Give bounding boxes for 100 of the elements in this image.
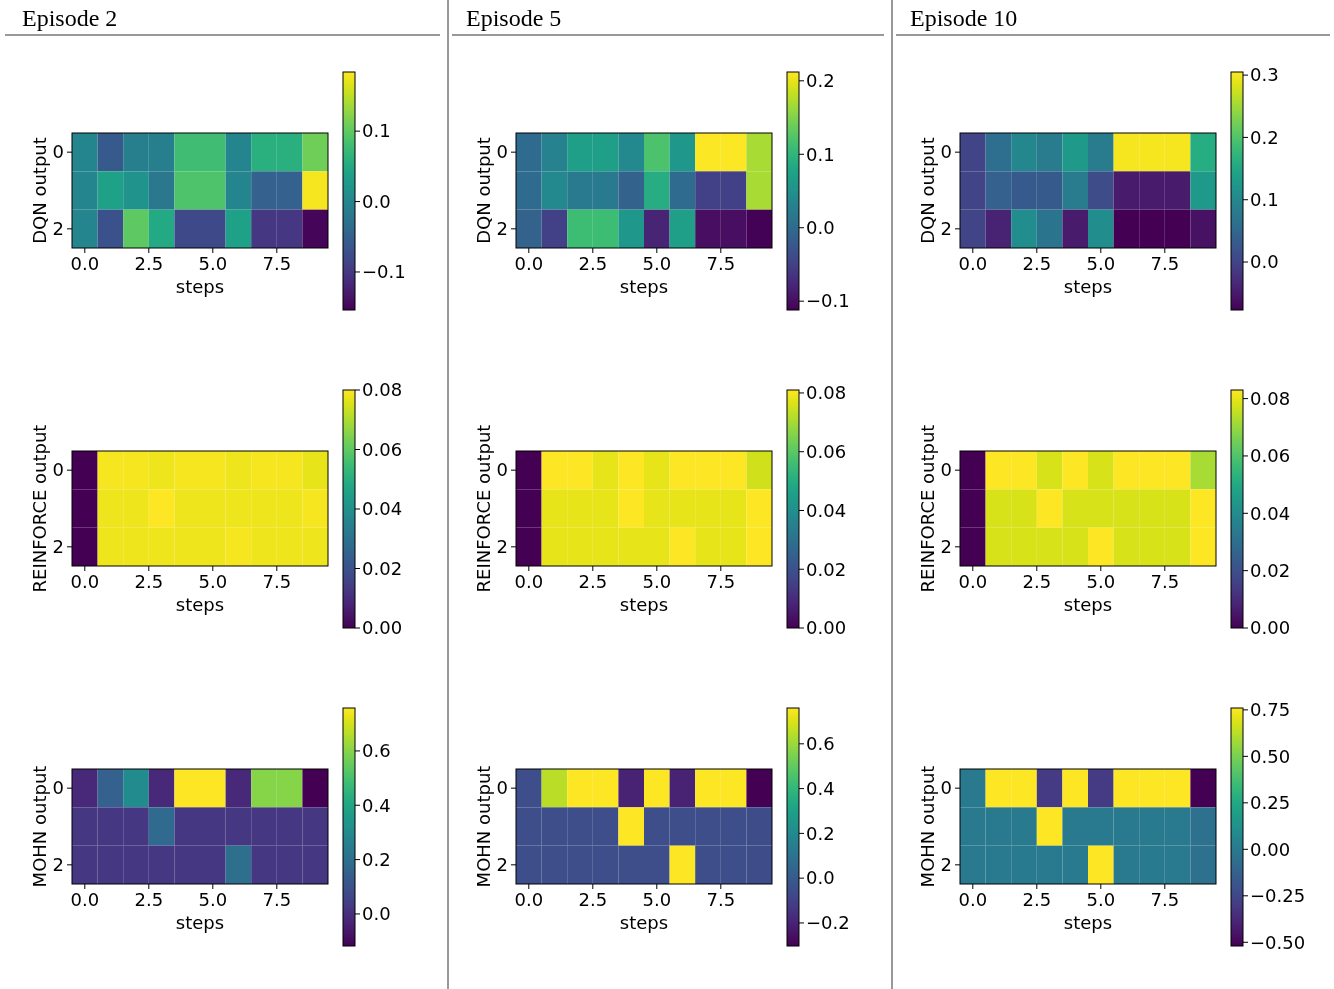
y-tick-label: 2	[940, 854, 952, 876]
color-bar-label: 0.1	[1250, 189, 1279, 211]
color-bar-label: 0.06	[362, 438, 403, 460]
color-bar-label: 0.2	[806, 70, 835, 92]
y-axis-title: REINFORCE output	[29, 424, 50, 593]
color-bar-label: −0.50	[1250, 931, 1306, 953]
y-tick-label: 0	[52, 459, 64, 481]
y-tick-label: 2	[52, 218, 64, 240]
x-tick-label: 2.5	[578, 253, 608, 274]
y-axis-title: DQN output	[29, 137, 50, 244]
x-axis-title: steps	[175, 594, 225, 615]
x-tick-label: 2.5	[1022, 253, 1052, 274]
color-bar-label: 0.6	[362, 740, 391, 762]
x-tick-label: 7.5	[706, 889, 736, 910]
x-axis-title: steps	[175, 912, 225, 933]
x-axis-title: steps	[175, 276, 225, 297]
y-tick-label: 2	[496, 854, 508, 876]
x-tick-label: 0.0	[514, 571, 544, 592]
color-bar-label: 0.75	[1250, 699, 1291, 721]
color-bar-label: 0.4	[362, 794, 391, 816]
y-axis-title: MOHN output	[917, 765, 938, 888]
y-axis-title: MOHN output	[473, 765, 494, 888]
y-tick-label: 2	[496, 218, 508, 240]
color-bar-label: 0.00	[1250, 617, 1291, 639]
color-bar-label: 0.0	[806, 867, 835, 889]
color-bar-label: 0.02	[362, 557, 403, 579]
x-tick-label: 0.0	[514, 889, 544, 910]
y-axis-title: REINFORCE output	[917, 424, 938, 593]
color-bar-label: 0.0	[806, 217, 835, 239]
color-bar-label: 0.02	[806, 558, 847, 580]
x-tick-label: 5.0	[642, 253, 672, 274]
x-tick-label: 2.5	[578, 571, 608, 592]
color-bar-label: 0.00	[362, 617, 403, 639]
x-axis-title: steps	[619, 594, 669, 615]
x-tick-label: 7.5	[1150, 253, 1180, 274]
x-tick-label: 0.0	[958, 253, 988, 274]
x-axis-title: steps	[1063, 912, 1113, 933]
x-tick-label: 7.5	[706, 253, 736, 274]
x-tick-label: 0.0	[514, 253, 544, 274]
x-tick-label: 5.0	[1086, 889, 1116, 910]
x-tick-label: 2.5	[134, 889, 164, 910]
x-tick-label: 5.0	[642, 889, 672, 910]
x-tick-label: 7.5	[262, 253, 292, 274]
y-tick-label: 2	[940, 536, 952, 558]
x-tick-label: 7.5	[262, 571, 292, 592]
x-tick-label: 0.0	[958, 889, 988, 910]
y-axis-title: DQN output	[473, 137, 494, 244]
x-tick-label: 0.0	[958, 571, 988, 592]
color-bar-label: 0.08	[362, 379, 403, 401]
x-axis-title: steps	[1063, 276, 1113, 297]
y-tick-label: 2	[52, 536, 64, 558]
y-tick-label: 0	[52, 141, 64, 163]
color-bar-label: 0.3	[1250, 64, 1279, 86]
chart-title: Episode 2	[22, 5, 118, 31]
color-bar-label: −0.2	[806, 912, 850, 934]
color-bar-label: 0.0	[362, 903, 391, 925]
x-tick-label: 0.0	[70, 571, 100, 592]
color-bar-label: 0.4	[806, 777, 835, 799]
x-tick-label: 5.0	[198, 253, 228, 274]
x-tick-label: 5.0	[198, 571, 228, 592]
y-tick-label: 2	[496, 536, 508, 558]
y-tick-label: 0	[496, 777, 508, 799]
chart-title: Episode 5	[466, 5, 562, 31]
color-bar-label: 0.00	[1250, 838, 1291, 860]
x-tick-label: 2.5	[1022, 889, 1052, 910]
x-tick-label: 2.5	[1022, 571, 1052, 592]
color-bar-label: 0.06	[806, 441, 847, 462]
chart-title: Episode 10	[910, 5, 1018, 31]
color-bar-label: 0.25	[1250, 792, 1291, 814]
x-tick-label: 5.0	[1086, 253, 1116, 274]
color-bar-label: 0.02	[1250, 559, 1291, 581]
x-tick-label: 5.0	[198, 889, 228, 910]
y-tick-label: 0	[496, 141, 508, 163]
color-bar-label: 0.06	[1250, 445, 1291, 467]
y-tick-label: 0	[52, 777, 64, 799]
x-tick-label: 7.5	[1150, 889, 1180, 910]
y-tick-label: 0	[940, 141, 952, 163]
x-tick-label: 7.5	[262, 889, 292, 910]
x-tick-label: 5.0	[642, 571, 672, 592]
y-axis-title: DQN output	[917, 137, 938, 244]
x-axis-title: steps	[619, 276, 669, 297]
y-axis-title: REINFORCE output	[473, 424, 494, 593]
color-bar-label: 0.6	[806, 733, 835, 755]
x-tick-label: 2.5	[134, 253, 164, 274]
y-tick-label: 2	[940, 218, 952, 240]
color-bar-label: 0.04	[1250, 502, 1291, 524]
color-bar-label: 0.2	[1250, 126, 1279, 148]
color-bar-label: 0.04	[362, 498, 403, 520]
color-bar-label: 0.1	[362, 120, 391, 142]
x-tick-label: 7.5	[1150, 571, 1180, 592]
x-tick-label: 7.5	[706, 571, 736, 592]
x-tick-label: 2.5	[134, 571, 164, 592]
color-bar-label: 0.00	[806, 617, 847, 639]
y-tick-label: 0	[496, 459, 508, 481]
x-tick-label: 2.5	[578, 889, 608, 910]
color-bar-label: 0.04	[806, 499, 847, 521]
color-bar-label: −0.1	[806, 290, 850, 312]
color-bar-label: 0.08	[1250, 387, 1291, 409]
y-tick-label: 0	[940, 777, 952, 799]
x-tick-label: 0.0	[70, 889, 100, 910]
